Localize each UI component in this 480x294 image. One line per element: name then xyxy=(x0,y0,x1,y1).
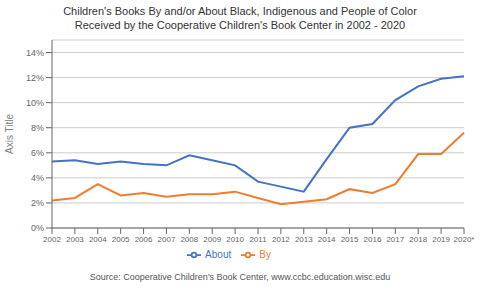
svg-text:12%: 12% xyxy=(26,73,44,83)
svg-text:2020*: 2020* xyxy=(454,235,472,244)
svg-text:2010: 2010 xyxy=(226,235,244,244)
svg-text:4%: 4% xyxy=(31,173,44,183)
svg-text:0%: 0% xyxy=(31,223,44,233)
svg-text:2013: 2013 xyxy=(295,235,313,244)
svg-text:2006: 2006 xyxy=(135,235,153,244)
html-text:Children's Books By and/or Abo: Children's Books By and/or About Black, … xyxy=(63,5,417,17)
svg-text:2018: 2018 xyxy=(409,235,427,244)
html-text:About: About xyxy=(205,248,232,260)
svg-text:2004: 2004 xyxy=(89,235,107,244)
svg-text:2019: 2019 xyxy=(432,235,450,244)
svg-text:2008: 2008 xyxy=(180,235,198,244)
svg-text:Axis Title: Axis Title xyxy=(8,114,15,154)
svg-text:2017: 2017 xyxy=(386,235,404,244)
svg-text:8%: 8% xyxy=(31,123,44,133)
svg-text:10%: 10% xyxy=(26,98,44,108)
svg-text:6%: 6% xyxy=(31,148,44,158)
html-text:Source: Cooperative Children's: Source: Cooperative Children's Book Cent… xyxy=(89,272,391,282)
svg-text:2011: 2011 xyxy=(249,235,267,244)
svg-text:2009: 2009 xyxy=(203,235,221,244)
svg-text:2016: 2016 xyxy=(364,235,382,244)
svg-text:14%: 14% xyxy=(26,48,44,58)
svg-text:2002: 2002 xyxy=(43,235,61,244)
svg-text:2%: 2% xyxy=(31,198,44,208)
svg-text:2005: 2005 xyxy=(112,235,130,244)
html-text:By: By xyxy=(259,248,271,260)
svg-text:2007: 2007 xyxy=(158,235,176,244)
svg-text:2003: 2003 xyxy=(66,235,84,244)
html-text:Received by the Cooperative Ch: Received by the Cooperative Children's B… xyxy=(74,19,406,31)
svg-text:2014: 2014 xyxy=(318,235,336,244)
svg-text:2015: 2015 xyxy=(341,235,359,244)
svg-text:2012: 2012 xyxy=(272,235,290,244)
